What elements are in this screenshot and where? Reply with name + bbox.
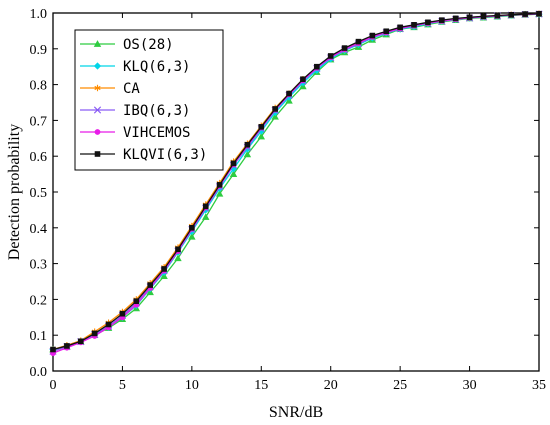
series-point [243, 150, 252, 158]
series-point [411, 22, 417, 28]
y-tick-label: 0.8 [30, 79, 48, 94]
legend-label: KLQVI(6,3) [123, 147, 207, 163]
series-point [216, 182, 223, 188]
series-point [91, 330, 98, 337]
series-point [327, 53, 334, 59]
legend-label: OS(28) [123, 37, 174, 53]
series-5 [50, 10, 542, 353]
series-point [480, 13, 487, 20]
legend-item: VIHCEMOS [80, 125, 190, 141]
legend: OS(28) KLQ(6,3) CA IBQ(6,3) VIHCEMOS KLQVI(6,… [74, 29, 224, 171]
legend-item: OS(28) [80, 37, 174, 53]
legend-label: KLQ(6,3) [123, 59, 190, 75]
series-point [189, 225, 195, 231]
legend-swatch-marker [93, 62, 102, 70]
series-point [341, 45, 348, 51]
y-tick-label: 0.5 [30, 186, 48, 201]
series-point [188, 232, 196, 240]
y-tick-label: 1.0 [30, 7, 48, 22]
series-point [536, 10, 542, 17]
legend-label: VIHCEMOS [123, 125, 190, 141]
series-point [229, 170, 238, 177]
x-tick-label: 0 [50, 378, 57, 393]
y-tick-label: 0.2 [30, 293, 48, 308]
series-point [50, 346, 56, 353]
series-layer [49, 10, 543, 356]
series-point [452, 15, 459, 22]
x-tick-label: 5 [119, 378, 126, 393]
y-tick-label: 0.7 [30, 114, 48, 129]
series-point [425, 19, 431, 26]
series-point [161, 266, 167, 272]
legend-item: KLQ(6,3) [80, 59, 190, 75]
x-tick-label: 25 [393, 378, 407, 393]
y-axis-label: Detection probability [6, 124, 23, 260]
x-axis-ticks: 0 5 10 15 20 25 30 35 [50, 13, 546, 393]
y-tick-label: 0.4 [30, 222, 48, 237]
y-tick-label: 0.3 [30, 258, 48, 273]
x-axis-label: SNR/dB [269, 404, 323, 421]
legend-swatch-marker [94, 84, 101, 92]
y-axis-ticks: 0.0 0.1 0.2 0.3 0.4 0.5 0.6 0.7 0.8 0.9 1.0 [30, 7, 539, 380]
legend-swatch-marker [93, 40, 102, 47]
legend-swatch-marker [94, 151, 101, 157]
legend-swatch-marker-stroke [94, 85, 101, 91]
y-tick-label: 0.1 [30, 329, 48, 344]
legend-swatch-marker [93, 106, 102, 114]
series-point [383, 28, 390, 35]
series-point [105, 321, 112, 328]
series-point [174, 254, 182, 262]
legend-label: IBQ(6,3) [123, 103, 190, 119]
series-point [175, 246, 181, 253]
series-point [244, 141, 251, 148]
series-point [271, 113, 279, 120]
legend-box [74, 29, 224, 171]
series-point [230, 160, 237, 167]
series-point [77, 338, 84, 345]
x-tick-label: 15 [254, 378, 268, 393]
series-point [355, 38, 362, 45]
series-point [494, 12, 501, 19]
legend-item: CA [80, 81, 140, 97]
x-tick-label: 35 [532, 378, 546, 393]
series-point [286, 90, 292, 97]
series-point [369, 32, 376, 39]
series-point [439, 17, 445, 23]
series-point [397, 24, 403, 31]
series-point [202, 213, 210, 220]
series-point [508, 11, 515, 18]
y-tick-label: 0.6 [30, 150, 48, 165]
legend-item: IBQ(6,3) [80, 103, 190, 119]
series-point [258, 124, 265, 130]
legend-item: KLQVI(6,3) [80, 147, 207, 163]
series-point [215, 189, 224, 197]
series-point [257, 132, 265, 140]
x-tick-label: 10 [185, 378, 199, 393]
x-tick-label: 20 [324, 378, 338, 393]
series-point [300, 76, 306, 83]
series-point [272, 106, 278, 112]
x-tick-label: 30 [463, 378, 477, 393]
series-point [202, 203, 209, 210]
series-point [133, 298, 140, 304]
y-tick-label: 0.0 [30, 365, 48, 380]
legend-swatch-marker-stroke [93, 106, 102, 114]
legend-swatch-marker [94, 129, 101, 135]
series-point [466, 14, 473, 21]
series-point [147, 282, 153, 288]
series-point [64, 343, 70, 349]
legend-label: CA [123, 81, 140, 97]
series-point [314, 63, 320, 70]
series-point [119, 310, 126, 317]
series-point [522, 11, 528, 17]
y-tick-label: 0.9 [30, 43, 48, 58]
